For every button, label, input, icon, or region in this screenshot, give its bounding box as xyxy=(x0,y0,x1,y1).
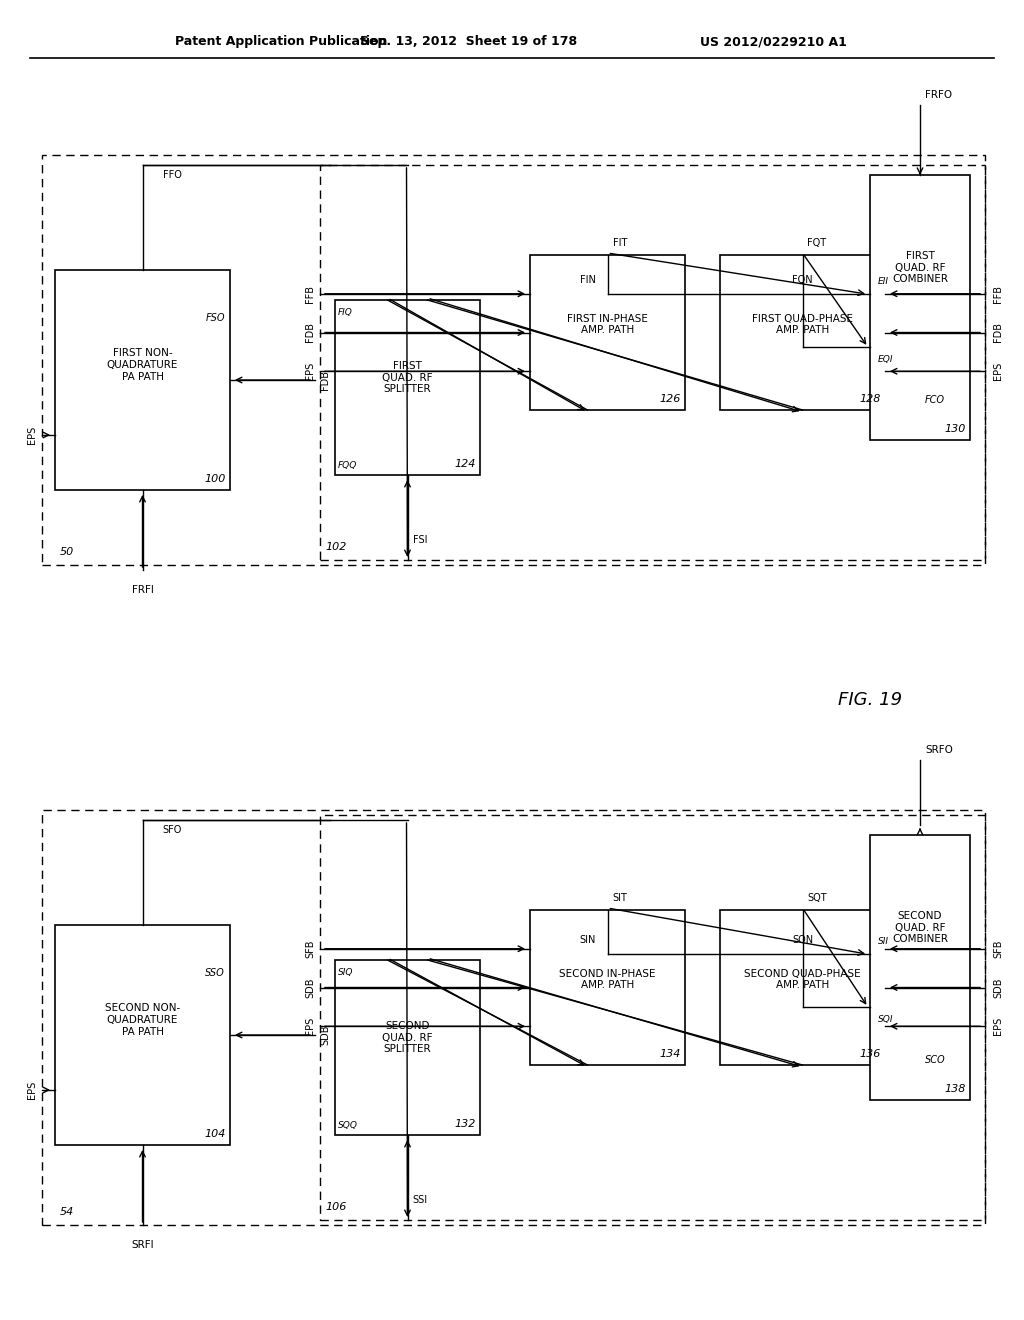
Bar xyxy=(335,960,480,1135)
Text: SFB: SFB xyxy=(305,940,315,958)
Bar xyxy=(720,255,885,411)
Text: US 2012/0229210 A1: US 2012/0229210 A1 xyxy=(700,36,847,49)
Text: 126: 126 xyxy=(659,393,681,404)
Text: 106: 106 xyxy=(325,1203,346,1212)
Text: 132: 132 xyxy=(455,1119,476,1129)
Text: SECOND
QUAD. RF
COMBINER: SECOND QUAD. RF COMBINER xyxy=(892,911,948,944)
Text: FDB: FDB xyxy=(319,370,330,389)
Text: SECOND
QUAD. RF
SPLITTER: SECOND QUAD. RF SPLITTER xyxy=(382,1020,433,1055)
Text: SQQ: SQQ xyxy=(338,1121,358,1130)
Text: FIRST
QUAD. RF
SPLITTER: FIRST QUAD. RF SPLITTER xyxy=(382,360,433,395)
Text: FDB: FDB xyxy=(305,322,315,342)
Text: SDB: SDB xyxy=(993,977,1002,998)
Text: 136: 136 xyxy=(859,1049,881,1059)
Text: EPS: EPS xyxy=(305,1018,315,1035)
Text: SQT: SQT xyxy=(808,894,827,903)
Text: SQI: SQI xyxy=(878,1015,894,1024)
Text: FRFO: FRFO xyxy=(925,90,952,100)
Text: FIN: FIN xyxy=(580,275,595,285)
Text: FQN: FQN xyxy=(793,275,813,285)
Bar xyxy=(42,154,985,565)
Text: 100: 100 xyxy=(205,474,226,484)
Bar xyxy=(42,810,985,1225)
Bar xyxy=(319,165,985,560)
Text: EQI: EQI xyxy=(878,355,894,364)
Text: SDB: SDB xyxy=(319,1024,330,1045)
Text: FFO: FFO xyxy=(163,170,181,180)
Text: FIRST
QUAD. RF
COMBINER: FIRST QUAD. RF COMBINER xyxy=(892,251,948,284)
Text: SECOND QUAD-PHASE
AMP. PATH: SECOND QUAD-PHASE AMP. PATH xyxy=(744,969,861,990)
Text: SQN: SQN xyxy=(792,935,813,945)
Text: 54: 54 xyxy=(60,1206,75,1217)
Text: SSI: SSI xyxy=(413,1195,428,1205)
Text: EPS: EPS xyxy=(27,1081,37,1100)
Text: SRFI: SRFI xyxy=(131,1239,154,1250)
Text: EII: EII xyxy=(878,277,889,286)
Text: FQQ: FQQ xyxy=(338,461,357,470)
Text: 124: 124 xyxy=(455,459,476,469)
Text: FCO: FCO xyxy=(925,395,945,405)
Text: 50: 50 xyxy=(60,546,75,557)
Text: 102: 102 xyxy=(325,543,346,552)
Text: SRFO: SRFO xyxy=(925,744,953,755)
Text: Sep. 13, 2012  Sheet 19 of 178: Sep. 13, 2012 Sheet 19 of 178 xyxy=(360,36,578,49)
Text: 130: 130 xyxy=(944,424,966,434)
Text: FIQ: FIQ xyxy=(338,308,353,317)
Text: FIRST IN-PHASE
AMP. PATH: FIRST IN-PHASE AMP. PATH xyxy=(567,314,648,335)
Text: EPS: EPS xyxy=(27,426,37,444)
Text: SECOND NON-
QUADRATURE
PA PATH: SECOND NON- QUADRATURE PA PATH xyxy=(104,1003,180,1036)
Text: Patent Application Publication: Patent Application Publication xyxy=(175,36,387,49)
Bar xyxy=(870,176,970,440)
Text: FSI: FSI xyxy=(413,535,427,545)
Text: FFB: FFB xyxy=(305,285,315,302)
Text: FFB: FFB xyxy=(993,285,1002,302)
Text: SIN: SIN xyxy=(580,935,596,945)
Bar xyxy=(55,925,230,1144)
Text: SFO: SFO xyxy=(163,825,182,836)
Text: 128: 128 xyxy=(859,393,881,404)
Text: SCO: SCO xyxy=(925,1055,945,1065)
Text: SDB: SDB xyxy=(305,977,315,998)
Bar xyxy=(319,814,985,1220)
Bar xyxy=(530,909,685,1065)
Text: EPS: EPS xyxy=(993,362,1002,380)
Text: SII: SII xyxy=(878,937,889,946)
Text: FIRST NON-
QUADRATURE
PA PATH: FIRST NON- QUADRATURE PA PATH xyxy=(106,348,178,381)
Text: EPS: EPS xyxy=(305,362,315,380)
Text: 104: 104 xyxy=(205,1129,226,1139)
Text: 138: 138 xyxy=(944,1084,966,1094)
Text: SFB: SFB xyxy=(993,940,1002,958)
Bar xyxy=(720,909,885,1065)
Text: SSO: SSO xyxy=(205,969,225,978)
Text: 134: 134 xyxy=(659,1049,681,1059)
Text: FIRST QUAD-PHASE
AMP. PATH: FIRST QUAD-PHASE AMP. PATH xyxy=(752,314,853,335)
Text: FIT: FIT xyxy=(612,238,627,248)
Text: FSO: FSO xyxy=(206,313,225,323)
Text: FIG. 19: FIG. 19 xyxy=(838,690,902,709)
Text: SECOND IN-PHASE
AMP. PATH: SECOND IN-PHASE AMP. PATH xyxy=(559,969,655,990)
Text: SIT: SIT xyxy=(612,894,628,903)
Bar xyxy=(530,255,685,411)
Text: SIQ: SIQ xyxy=(338,968,353,977)
Text: FDB: FDB xyxy=(993,322,1002,342)
Bar xyxy=(870,836,970,1100)
Text: EPS: EPS xyxy=(993,1018,1002,1035)
Text: FRFI: FRFI xyxy=(131,585,154,595)
Bar xyxy=(55,271,230,490)
Bar xyxy=(335,300,480,475)
Text: FQT: FQT xyxy=(808,238,826,248)
